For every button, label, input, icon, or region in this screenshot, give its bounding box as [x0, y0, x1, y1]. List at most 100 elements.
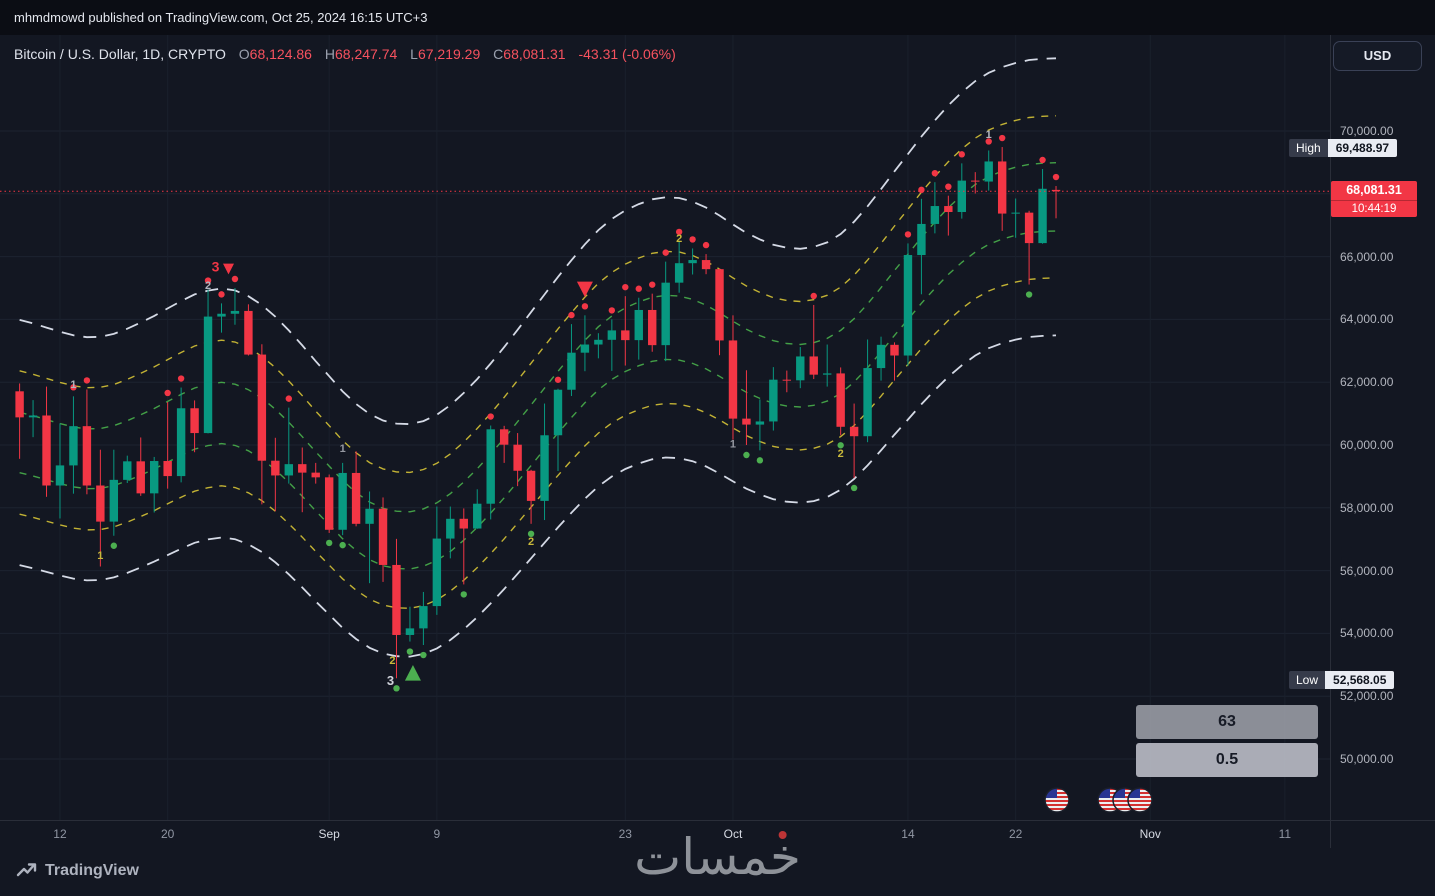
candle-body [917, 223, 926, 256]
candle-body [446, 518, 455, 539]
candle-body [217, 313, 226, 317]
buy-dot [850, 484, 858, 492]
candle-body [823, 373, 832, 375]
candle-body [688, 260, 697, 264]
sell-dot [164, 389, 171, 397]
sell-dot [581, 303, 589, 310]
candle-body [728, 340, 738, 419]
candle-body [809, 356, 818, 375]
candle-body [513, 444, 522, 471]
buy-triangle-icon [404, 665, 421, 681]
candle-body [661, 282, 670, 346]
symbol-header: Bitcoin / U.S. Dollar, 1D, CRYPTO O68,12… [14, 46, 676, 62]
indicator-input-factor[interactable]: 0.5 [1136, 743, 1318, 777]
candle-body [69, 426, 78, 466]
candle-body [136, 461, 145, 494]
candle-body [701, 260, 711, 270]
band-outer-white [19, 334, 1057, 658]
publish-status-bar: mhmdmowd published on TradingView.com, O… [0, 0, 1435, 35]
wave-count-label: 2 [528, 536, 534, 548]
candle-body [634, 309, 643, 341]
high-price-badge: High 69,488.97 [1289, 139, 1398, 157]
candle-body [82, 426, 92, 486]
last-price-badge: 68,081.31 10:44:19 [1331, 181, 1417, 217]
candle-body [648, 309, 657, 346]
currency-toggle-button[interactable]: USD [1333, 41, 1422, 71]
low-price-badge: Low 52,568.05 [1289, 671, 1395, 689]
candle-body [863, 368, 872, 437]
us-flag-icon [1044, 787, 1070, 813]
sell-dot [70, 384, 77, 391]
candle-body [1024, 212, 1034, 244]
tradingview-logo[interactable]: TradingView [16, 861, 139, 881]
low-label: Low [1289, 671, 1326, 689]
candle-body [553, 389, 563, 436]
candle-body [903, 255, 913, 356]
sell-dot [1052, 173, 1060, 181]
candle-body [163, 461, 172, 477]
sell-dot [554, 376, 562, 383]
sell-dot [810, 292, 817, 300]
indicator-input-length[interactable]: 63 [1136, 705, 1318, 739]
candle-body [1011, 212, 1020, 214]
sell-triangle-icon [223, 263, 234, 275]
candle-body [796, 356, 805, 381]
candle-body [930, 206, 940, 224]
symbol-title[interactable]: Bitcoin / U.S. Dollar, 1D, CRYPTO [14, 46, 226, 62]
candle-body [28, 415, 38, 418]
candle-body [755, 421, 765, 425]
bar-countdown: 10:44:19 [1331, 200, 1417, 217]
candle-body [607, 330, 617, 340]
low-value: 52,568.05 [1325, 671, 1395, 689]
candle-body [594, 339, 603, 345]
buy-dot [406, 648, 414, 655]
candle-body [567, 352, 576, 390]
sell-dot [608, 307, 616, 314]
sell-dot [487, 413, 494, 420]
sell-dot [904, 231, 912, 238]
wave-count-label: 2 [838, 448, 844, 460]
candle-body [621, 330, 630, 341]
buy-dot [837, 442, 844, 449]
band-outer-white [19, 57, 1057, 426]
candle-body [836, 373, 845, 427]
wave-count-label: 1 [986, 129, 992, 141]
sell-dot [998, 134, 1006, 142]
band-inner-green [19, 162, 1057, 513]
sell-dot [945, 183, 952, 190]
candle-body [742, 418, 751, 425]
last-price-value: 68,081.31 [1346, 183, 1402, 197]
high-label: High [1289, 139, 1328, 157]
candle-body [96, 485, 105, 522]
candle-body [230, 310, 240, 314]
candle-body [284, 464, 293, 476]
sell-dot [231, 275, 239, 283]
candle-body [324, 477, 334, 530]
sell-dot [689, 236, 696, 243]
wave-count-label: 2 [389, 655, 395, 667]
candle-body [526, 470, 536, 501]
band-mid-yellow [19, 115, 1057, 474]
buy-dot [393, 685, 400, 692]
candle-body [405, 628, 415, 635]
band-mid-yellow [19, 277, 1057, 610]
publish-status-text: mhmdmowd published on TradingView.com, O… [14, 10, 428, 25]
wave-count-label: 1 [730, 438, 736, 450]
candle-body [150, 461, 159, 494]
wave-count-label: 3 [212, 259, 220, 275]
candle-body [459, 518, 468, 529]
watermark-red-dot [778, 831, 787, 839]
price-change: -43.31 (-0.06%) [578, 46, 676, 62]
sell-dot [285, 395, 292, 402]
candle-body [55, 465, 65, 486]
candle-body [311, 472, 320, 478]
buy-dot [420, 651, 427, 659]
candle-body [944, 206, 953, 213]
candle-body [298, 464, 307, 473]
wave-count-label: 1 [97, 550, 103, 562]
buy-dot [110, 542, 118, 549]
candle-body [849, 426, 859, 437]
sell-dot [662, 249, 669, 256]
